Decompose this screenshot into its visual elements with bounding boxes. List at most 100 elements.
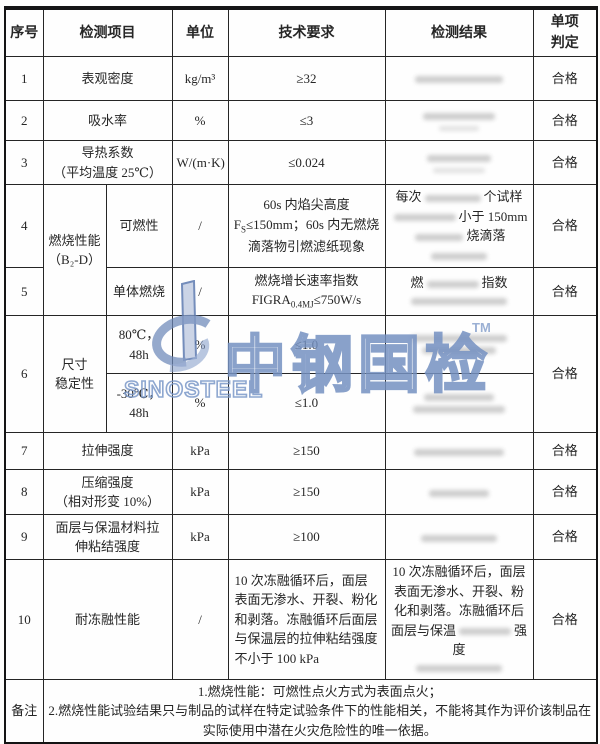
row6b-req: ≤1.0 — [227, 373, 386, 433]
row10-req: 10 次冻融循环后，面层表面无渗水、开裂、粉化和剥落。冻融循环后面层与保温层的拉… — [227, 559, 386, 680]
row2-item: 吸水率 — [42, 100, 173, 141]
row1-item: 表观密度 — [42, 56, 173, 101]
redacted-text — [422, 347, 496, 354]
row5-req: 燃烧增长速率指数 FIGRA0.4MJ≤750W/s — [227, 267, 386, 316]
redacted-text — [423, 112, 495, 120]
notes-line2: 2.燃烧性能试验结果只与制品的试样在特定试验条件下的性能相关，不能将其作为评价该… — [48, 703, 592, 738]
result-fragment: 燃 — [410, 275, 424, 291]
row8-result — [384, 469, 534, 515]
header-no: 序号 — [4, 7, 44, 57]
row6a-req: ≤1.0 — [227, 315, 386, 374]
row1-verdict: 合格 — [532, 56, 598, 101]
row6a-result — [384, 315, 534, 374]
table-row: 6 尺寸 稳定性 80℃， 48h % ≤1.0 合格 — [4, 315, 598, 433]
row4-result: 每次 个试样小于 150mm 烧滴落 — [384, 184, 534, 268]
header-unit: 单位 — [171, 7, 229, 57]
row3-req: ≤0.024 — [227, 140, 386, 185]
row2-req: ≤3 — [227, 100, 386, 141]
row7-item: 拉伸强度 — [42, 432, 173, 470]
row3-item: 导热系数 （平均温度 25℃） — [42, 140, 173, 185]
row7-unit: kPa — [171, 432, 229, 470]
row10-item: 耐冻融性能 — [42, 559, 173, 680]
row6b-result — [384, 373, 534, 433]
row6a-unit: % — [171, 315, 229, 374]
table-header-row: 序号 检测项目 单位 技术要求 检测结果 单项 判定 — [4, 7, 598, 57]
header-requirement: 技术要求 — [227, 7, 386, 57]
notes-content: 1.燃烧性能：可燃性点火方式为表面点火； 2.燃烧性能试验结果只与制品的试样在特… — [42, 678, 598, 744]
redacted-text — [427, 154, 491, 162]
row4-unit: / — [171, 184, 229, 268]
row5-no: 5 — [4, 267, 44, 316]
row1-result — [384, 56, 534, 101]
row6a-item: 80℃， 48h — [105, 315, 173, 374]
table-row: 9 面层与保温材料拉 伸粘结强度 kPa ≥100 合格 — [4, 514, 598, 560]
redacted-text — [431, 253, 487, 261]
redacted-text — [459, 628, 511, 636]
row9-unit: kPa — [171, 514, 229, 560]
row8-unit: kPa — [171, 469, 229, 515]
row5-unit: / — [171, 267, 229, 316]
redacted-text — [421, 534, 497, 542]
row5-verdict: 合格 — [532, 267, 598, 316]
row2-no: 2 — [4, 100, 44, 141]
table-row: 10 耐冻融性能 / 10 次冻融循环后，面层表面无渗水、开裂、粉化和剥落。冻融… — [4, 559, 598, 680]
row4-req: 60s 内焰尖高度 FS≤150mm；60s 内无燃烧滴落物引燃滤纸现象 — [227, 184, 386, 268]
row6b-unit: % — [171, 373, 229, 433]
redacted-text — [439, 125, 479, 131]
row10-unit: / — [171, 559, 229, 680]
row4-group: 燃烧性能 （B₂-D） — [42, 184, 107, 316]
redacted-text — [424, 194, 481, 202]
row7-no: 7 — [4, 432, 44, 470]
redacted-text — [411, 335, 507, 342]
row7-result — [384, 432, 534, 470]
redacted-text — [433, 167, 485, 173]
report-page: 序号 检测项目 单位 技术要求 检测结果 单项 判定 1 表观密度 kg/m³ … — [4, 6, 598, 744]
row9-item: 面层与保温材料拉 伸粘结强度 — [42, 514, 173, 560]
row10-verdict: 合格 — [532, 559, 598, 680]
row6b-item: -30℃， 48h — [105, 373, 173, 433]
row3-no: 3 — [4, 140, 44, 185]
row9-verdict: 合格 — [532, 514, 598, 560]
redacted-text — [416, 664, 502, 672]
row9-result — [384, 514, 534, 560]
row9-no: 9 — [4, 514, 44, 560]
table-row: 3 导热系数 （平均温度 25℃） W/(m·K) ≤0.024 合格 — [4, 140, 598, 185]
row4-no: 4 — [4, 184, 44, 268]
redacted-text — [411, 297, 507, 305]
row5-item: 单体燃烧 — [105, 267, 173, 316]
row2-result — [384, 100, 534, 141]
row8-item: 压缩强度 （相对形变 10%） — [42, 469, 173, 515]
row4-item: 可燃性 — [105, 184, 173, 268]
redacted-text — [415, 76, 503, 84]
row8-no: 8 — [4, 469, 44, 515]
result-fragment: 指数 — [481, 275, 508, 291]
redacted-text — [429, 489, 489, 497]
notes-line1: 1.燃烧性能：可燃性点火方式为表面点火； — [197, 683, 442, 699]
result-fragment: 强度 — [452, 622, 528, 658]
redacted-text — [393, 214, 456, 222]
row9-req: ≥100 — [227, 514, 386, 560]
result-fragment: 每次 — [395, 189, 422, 204]
table-row: 8 压缩强度 （相对形变 10%） kPa ≥150 合格 — [4, 469, 598, 515]
redacted-text — [414, 448, 504, 456]
row7-req: ≥150 — [227, 432, 386, 470]
header-verdict: 单项 判定 — [532, 7, 598, 57]
row1-req: ≥32 — [227, 56, 386, 101]
row1-unit: kg/m³ — [171, 56, 229, 101]
row5-result: 燃 指数 — [384, 267, 534, 316]
row7-verdict: 合格 — [532, 432, 598, 470]
header-result: 检测结果 — [384, 7, 534, 57]
row1-no: 1 — [4, 56, 44, 101]
result-fragment: 烧滴落 — [466, 228, 506, 243]
row8-verdict: 合格 — [532, 469, 598, 515]
row2-verdict: 合格 — [532, 100, 598, 141]
row3-result — [384, 140, 534, 185]
redacted-text — [413, 405, 505, 413]
table-row: 4 燃烧性能 （B₂-D） 可燃性 / 60s 内焰尖高度 FS≤150mm；6… — [4, 184, 598, 316]
notes-row: 备注 1.燃烧性能：可燃性点火方式为表面点火； 2.燃烧性能试验结果只与制品的试… — [4, 678, 598, 744]
row4-verdict: 合格 — [532, 184, 598, 268]
redacted-text — [424, 393, 494, 401]
row3-unit: W/(m·K) — [171, 140, 229, 185]
inspection-table: 序号 检测项目 单位 技术要求 检测结果 单项 判定 1 表观密度 kg/m³ … — [4, 6, 598, 744]
table-row: 2 吸水率 % ≤3 合格 — [4, 100, 598, 141]
